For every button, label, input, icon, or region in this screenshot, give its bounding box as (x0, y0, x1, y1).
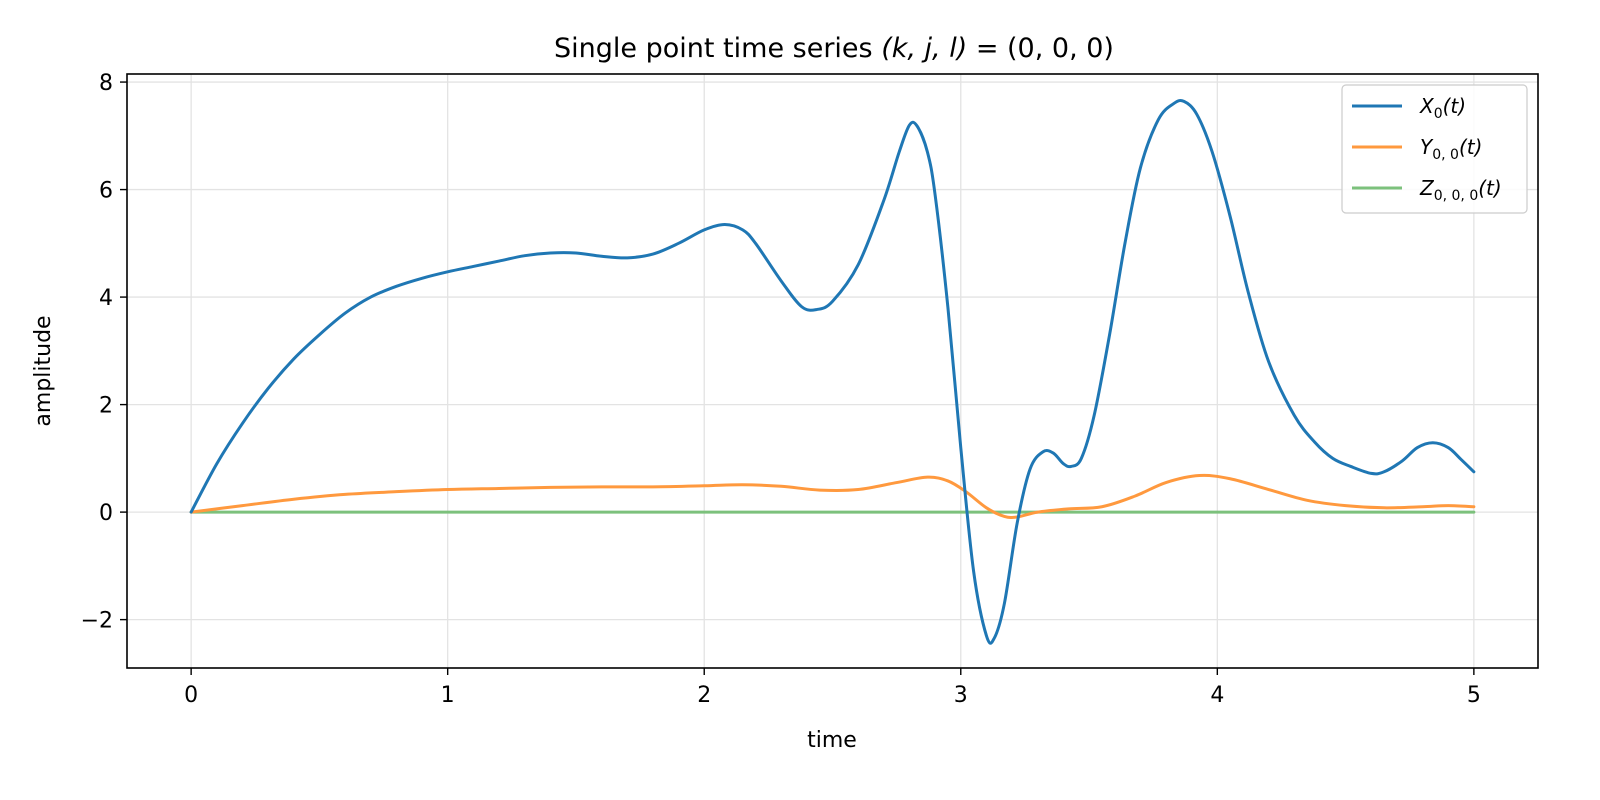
series-line-y (189, 473, 1476, 520)
y-tick-label: 0 (99, 501, 113, 526)
x-tick-label: 2 (697, 683, 711, 708)
y-tick-label: 6 (99, 179, 113, 204)
legend-items: X0(t) Y0, 0(t) Z0, 0, 0(t) (1352, 94, 1502, 204)
chart-title: Single point time series (k, j, l) = (0,… (554, 33, 1114, 64)
title-text: Single point time series (554, 33, 881, 64)
x-tick-label: 4 (1210, 683, 1224, 708)
y-tick-label: −2 (81, 609, 113, 634)
x-tick-label: 3 (954, 683, 968, 708)
title-math-eq: = (0, 0, 0) (967, 33, 1114, 64)
y-tick-label: 4 (99, 286, 113, 311)
series-line-x (189, 99, 1476, 645)
title-math-vars: (k, j, l) (881, 33, 967, 64)
axis-ticks: 0 1 2 3 4 5 −2 0 2 4 6 8 (81, 71, 1481, 708)
legend-box (1341, 84, 1528, 214)
x-axis-label: time (807, 728, 857, 753)
legend-label-y: Y0, 0(t) (1420, 135, 1482, 163)
legend: X0(t) Y0, 0(t) Z0, 0, 0(t) (1341, 84, 1528, 214)
plot-frame (126, 73, 1539, 669)
series-lines (189, 99, 1476, 645)
x-tick-label: 0 (184, 683, 198, 708)
x-tick-label: 5 (1467, 683, 1481, 708)
legend-label-x: X0(t) (1419, 94, 1466, 122)
x-tick-label: 1 (441, 683, 455, 708)
legend-label-z: Z0, 0, 0(t) (1419, 176, 1502, 204)
y-tick-label: 2 (99, 394, 113, 419)
y-tick-label: 8 (99, 71, 113, 96)
y-axis-label: amplitude (31, 315, 56, 426)
